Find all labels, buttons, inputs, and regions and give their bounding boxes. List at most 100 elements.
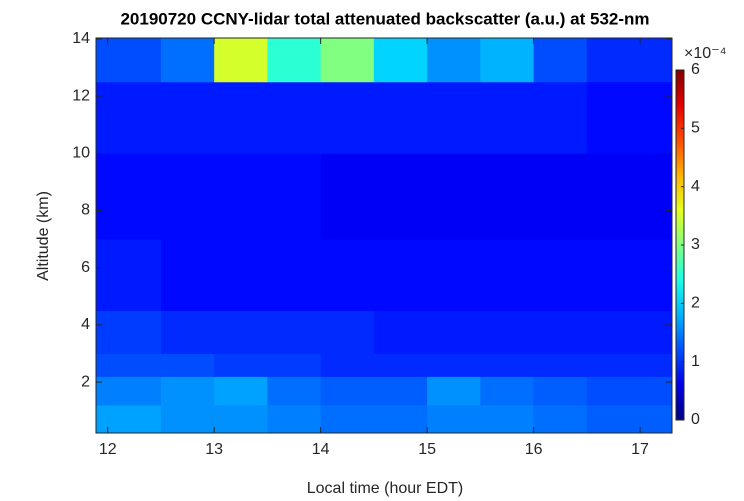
heatmap-cell xyxy=(373,81,428,154)
heatmap-cell xyxy=(267,81,322,154)
heatmap-cell xyxy=(160,353,215,377)
heatmap-cell xyxy=(267,353,322,377)
heatmap-cell xyxy=(214,239,268,312)
heatmap-cell xyxy=(160,81,215,154)
y-tick-label: 2 xyxy=(81,373,90,390)
heatmap-cell xyxy=(320,376,375,406)
heatmap-cell xyxy=(586,353,673,377)
heatmap-cell xyxy=(373,353,428,377)
heatmap-cell xyxy=(427,310,481,354)
heatmap-cell xyxy=(586,239,673,312)
heatmap-cell xyxy=(160,153,215,240)
x-tick-label: 15 xyxy=(418,441,436,458)
colorbar-tick-label: 3 xyxy=(691,236,700,253)
colorbar-tick-label: 0 xyxy=(691,411,700,428)
colorbar-tick-label: 1 xyxy=(691,353,700,370)
heatmap-cell xyxy=(586,310,673,354)
heatmap-cell xyxy=(533,353,588,377)
y-tick-label: 10 xyxy=(72,144,90,161)
y-tick-label: 4 xyxy=(81,316,90,333)
x-tick-label: 14 xyxy=(312,441,330,458)
heatmap-cell xyxy=(533,239,588,312)
heatmap-cell xyxy=(373,239,428,312)
heatmap-cell xyxy=(214,404,268,434)
heatmap-cell xyxy=(427,239,481,312)
heatmap-cell xyxy=(586,81,673,154)
heatmap-cell xyxy=(160,38,215,83)
heatmap-cell xyxy=(427,38,481,83)
colorbar-tick-label: 2 xyxy=(691,295,700,312)
heatmap-cell xyxy=(586,38,673,83)
heatmap-cell xyxy=(267,153,322,240)
heatmap-cell xyxy=(96,239,162,312)
heatmap-cell xyxy=(96,353,162,377)
y-tick-label: 6 xyxy=(81,259,90,276)
heatmap-cell xyxy=(480,353,535,377)
heatmap-cell xyxy=(160,310,215,354)
heatmap-cell xyxy=(214,81,268,154)
heatmap-cell xyxy=(480,81,535,154)
heatmap-cell xyxy=(586,376,673,406)
heatmap-cell xyxy=(373,376,428,406)
colorbar-tick-label: 5 xyxy=(691,120,700,137)
x-tick-label: 13 xyxy=(205,441,223,458)
heatmap-cell xyxy=(267,376,322,406)
heatmap-cell xyxy=(373,404,428,434)
heatmap-cell xyxy=(214,376,268,406)
heatmap-cell xyxy=(267,310,322,354)
heatmap-cell xyxy=(96,310,162,354)
heatmap-cell xyxy=(214,353,268,377)
heatmap-cell xyxy=(533,153,588,240)
heatmap-cell xyxy=(373,153,428,240)
heatmap-cell xyxy=(533,38,588,83)
heatmap-cell xyxy=(320,353,375,377)
heatmap-cell xyxy=(320,239,375,312)
plot-frame xyxy=(95,37,673,434)
chart-title: 20190720 CCNY-lidar total attenuated bac… xyxy=(120,9,649,28)
heatmap-cell xyxy=(480,38,535,83)
heatmap-cell xyxy=(160,376,215,406)
colorbar-tick-label: 4 xyxy=(691,178,700,195)
heatmap-cell xyxy=(480,404,535,434)
heatmap-cell xyxy=(427,353,481,377)
heatmap-cell xyxy=(320,81,375,154)
heatmap-cell xyxy=(267,404,322,434)
x-tick-label: 17 xyxy=(631,441,649,458)
heatmap-cell xyxy=(533,404,588,434)
y-axis-label: Altitude (km) xyxy=(35,191,52,281)
heatmap-cell xyxy=(96,81,162,154)
heatmap-cell xyxy=(267,239,322,312)
heatmap-cell xyxy=(320,153,375,240)
heatmap-cell xyxy=(96,404,162,434)
x-tick-label: 16 xyxy=(525,441,543,458)
y-tick-label: 14 xyxy=(72,30,90,47)
heatmap-cell xyxy=(373,38,428,83)
heatmap-cell xyxy=(320,38,375,83)
y-tick-label: 8 xyxy=(81,202,90,219)
y-tick-label: 12 xyxy=(72,87,90,104)
heatmap-cell xyxy=(586,153,673,240)
heatmap-cell xyxy=(320,404,375,434)
heatmap-cell xyxy=(427,404,481,434)
heatmap-cell xyxy=(96,376,162,406)
x-tick-label: 12 xyxy=(99,441,117,458)
x-axis-label: Local time (hour EDT) xyxy=(307,480,464,497)
heatmap-cell xyxy=(533,376,588,406)
colorbar-exponent: ×10⁻⁴ xyxy=(684,45,727,62)
heatmap-cell xyxy=(480,310,535,354)
heatmap-cell xyxy=(533,81,588,154)
heatmap-cell xyxy=(214,310,268,354)
heatmap-cell xyxy=(267,38,322,83)
heatmap-cell xyxy=(160,404,215,434)
heatmap-cell xyxy=(320,310,375,354)
heatmap-cell xyxy=(427,376,481,406)
heatmap-cell xyxy=(214,38,268,83)
heatmap-cell xyxy=(160,239,215,312)
heatmap-cell xyxy=(480,239,535,312)
heatmap-cell xyxy=(427,81,481,154)
heatmap-cell xyxy=(427,153,481,240)
colorbar-tick-label: 6 xyxy=(691,61,700,78)
heatmap-cell xyxy=(480,376,535,406)
heatmap-cell xyxy=(533,310,588,354)
